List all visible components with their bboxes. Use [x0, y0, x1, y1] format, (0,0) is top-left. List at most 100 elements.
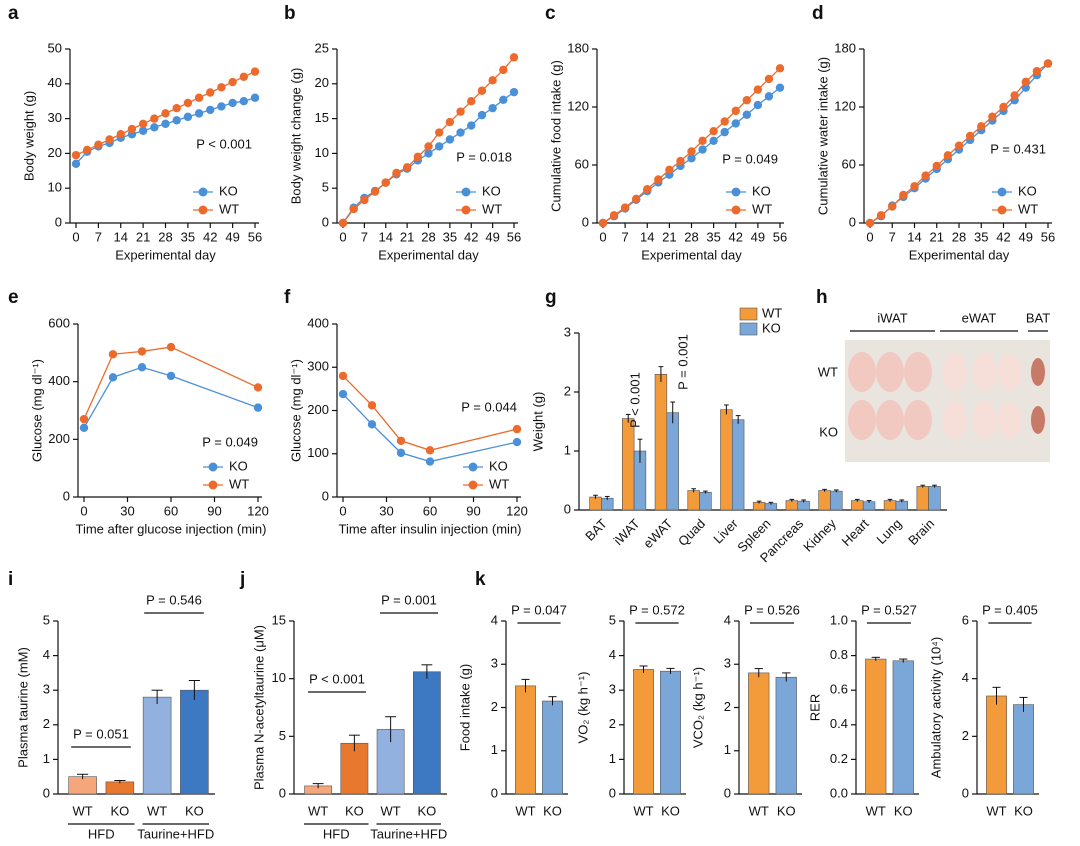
bar: [928, 486, 941, 511]
legend-label: WT: [219, 201, 239, 216]
legend-label: WT: [489, 476, 509, 491]
row-label: WT: [818, 364, 838, 379]
x-axis-label: Time after insulin injection (min): [338, 521, 521, 536]
x-tick-label: Heart: [839, 516, 872, 549]
y-tick-label: 0: [322, 214, 329, 229]
legend-label: KO: [752, 183, 771, 198]
bar: [542, 700, 563, 795]
y-tick-label: 300: [307, 359, 329, 374]
data-point: [499, 65, 508, 75]
x-tick-label: 30: [379, 503, 393, 518]
data-point: [654, 175, 663, 184]
y-tick-label: 0: [849, 214, 856, 229]
data-point: [488, 76, 497, 85]
annotation: P = 0.049: [202, 434, 258, 449]
data-point: [349, 204, 358, 214]
tissue: [973, 353, 997, 391]
x-axis-label: Time after glucose injection (min): [76, 521, 267, 536]
legend-marker: [997, 187, 1007, 197]
bar: [412, 671, 441, 795]
data-point: [183, 112, 193, 122]
y-tick-label: 0: [724, 785, 731, 800]
y-tick-label: 0: [43, 785, 50, 800]
legend-label: KO: [219, 183, 238, 198]
data-point: [509, 87, 519, 97]
bar: [862, 501, 876, 511]
y-tick-label: 0: [279, 785, 286, 800]
x-tick-label: 35: [706, 229, 720, 244]
bar: [720, 409, 733, 511]
data-point: [698, 136, 707, 146]
legend-swatch: [739, 322, 758, 336]
x-tick-label: 0: [866, 229, 873, 244]
y-tick-label: 0: [322, 488, 329, 503]
x-tick-label: 28: [421, 229, 435, 244]
data-point: [206, 105, 215, 115]
y-axis-label: Ambulatory activity (10⁴): [928, 637, 943, 778]
x-tick-label: KO: [661, 803, 680, 818]
data-point: [79, 414, 89, 424]
x-tick-label: Quad: [675, 516, 708, 549]
y-tick-label: 0: [582, 214, 589, 229]
group-label: Taurine+HFD: [370, 826, 447, 841]
data-point: [753, 100, 763, 110]
bar: [142, 696, 172, 795]
annotation: P = 0.431: [990, 141, 1046, 156]
y-tick-label: 4: [609, 647, 616, 662]
x-tick-label: 120: [506, 503, 528, 518]
y-tick-label: 4: [962, 670, 969, 685]
x-tick-label: 42: [464, 229, 478, 244]
legend-marker: [461, 205, 471, 215]
x-tick-label: KO: [894, 803, 913, 818]
legend-label: KO: [229, 458, 248, 473]
data-point: [392, 168, 401, 178]
panel-letter: i: [8, 569, 13, 590]
data-point: [137, 363, 147, 372]
y-axis-label: VO₂ (kg h⁻¹): [575, 672, 590, 744]
bar: [687, 490, 700, 511]
x-tick-label: WT: [147, 803, 167, 818]
y-tick-label: 0.8: [830, 647, 848, 662]
x-tick-label: 35: [974, 229, 988, 244]
bar: [748, 672, 770, 795]
y-tick-label: 3: [564, 324, 571, 339]
annotation: P = 0.051: [73, 726, 129, 741]
data-point: [217, 102, 226, 111]
data-point: [338, 389, 348, 399]
x-tick-label: 42: [729, 229, 743, 244]
data-point: [105, 135, 114, 144]
data-point: [161, 119, 170, 129]
x-tick-label: KO: [777, 803, 796, 818]
y-tick-label: 400: [48, 373, 70, 388]
y-tick-label: 0: [63, 488, 70, 503]
tissue: [876, 400, 904, 440]
y-axis-label: Cumulative water intake (g): [815, 57, 830, 215]
y-tick-label: 0.4: [830, 716, 848, 731]
legend-marker: [731, 205, 741, 215]
y-tick-label: 0.6: [830, 682, 848, 697]
y-tick-label: 1: [609, 751, 616, 766]
y-tick-label: 20: [48, 145, 62, 160]
y-tick-label: 10: [48, 180, 62, 195]
annotation: P = 0.018: [456, 149, 512, 164]
panel-letter: e: [8, 287, 19, 308]
data-point: [239, 97, 249, 106]
x-tick-label: 0: [339, 229, 346, 244]
x-axis-label: Experimental day: [115, 247, 216, 262]
y-tick-label: 2: [724, 699, 731, 714]
bar: [340, 742, 369, 795]
y-tick-label: 50: [48, 40, 62, 55]
x-tick-label: WT: [73, 803, 93, 818]
column-label: iWAT: [877, 310, 907, 325]
y-tick-label: 3: [609, 682, 616, 697]
y-tick-label: 200: [307, 402, 329, 417]
data-point: [396, 436, 406, 445]
x-tick-label: 7: [95, 229, 102, 244]
x-tick-label: Brain: [905, 516, 937, 548]
data-point: [631, 194, 641, 204]
y-tick-label: 120: [834, 98, 856, 113]
data-point: [161, 109, 170, 118]
data-point: [172, 103, 181, 113]
panel-letter: g: [545, 287, 557, 308]
